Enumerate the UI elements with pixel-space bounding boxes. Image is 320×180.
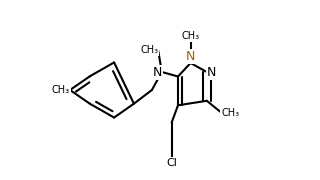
Text: CH₃: CH₃ <box>52 85 70 95</box>
Text: CH₃: CH₃ <box>140 45 158 55</box>
Text: N: N <box>186 50 195 63</box>
Text: CH₃: CH₃ <box>181 31 200 41</box>
Text: CH₃: CH₃ <box>221 107 239 118</box>
Text: N: N <box>207 66 216 78</box>
Text: Cl: Cl <box>166 158 177 168</box>
Text: N: N <box>152 66 162 78</box>
